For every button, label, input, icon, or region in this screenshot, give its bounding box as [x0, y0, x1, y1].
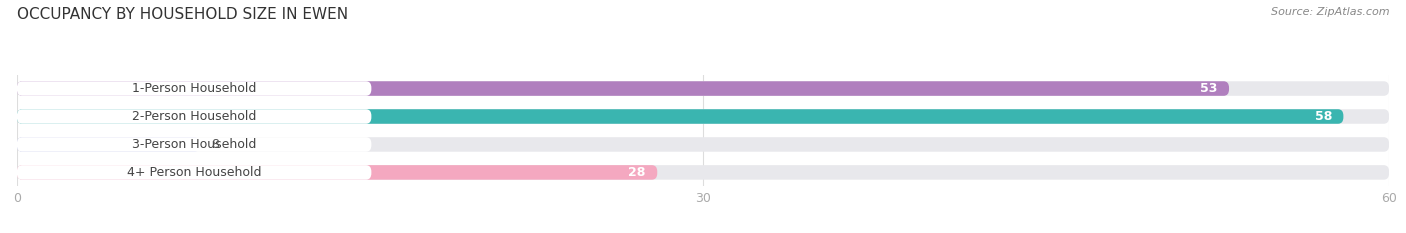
FancyBboxPatch shape [17, 165, 1389, 180]
Text: Source: ZipAtlas.com: Source: ZipAtlas.com [1271, 7, 1389, 17]
Text: OCCUPANCY BY HOUSEHOLD SIZE IN EWEN: OCCUPANCY BY HOUSEHOLD SIZE IN EWEN [17, 7, 349, 22]
FancyBboxPatch shape [17, 109, 1343, 124]
Text: 3-Person Household: 3-Person Household [132, 138, 256, 151]
FancyBboxPatch shape [17, 109, 371, 124]
FancyBboxPatch shape [17, 81, 371, 96]
Text: 2-Person Household: 2-Person Household [132, 110, 256, 123]
FancyBboxPatch shape [17, 81, 1229, 96]
FancyBboxPatch shape [17, 137, 1389, 152]
Text: 1-Person Household: 1-Person Household [132, 82, 256, 95]
FancyBboxPatch shape [17, 165, 371, 180]
Text: 4+ Person Household: 4+ Person Household [127, 166, 262, 179]
Text: 53: 53 [1201, 82, 1218, 95]
Text: 8: 8 [211, 138, 219, 151]
FancyBboxPatch shape [17, 165, 657, 180]
FancyBboxPatch shape [17, 81, 1389, 96]
Text: 28: 28 [628, 166, 645, 179]
FancyBboxPatch shape [17, 137, 371, 152]
Text: 58: 58 [1315, 110, 1331, 123]
FancyBboxPatch shape [17, 137, 200, 152]
FancyBboxPatch shape [17, 109, 1389, 124]
